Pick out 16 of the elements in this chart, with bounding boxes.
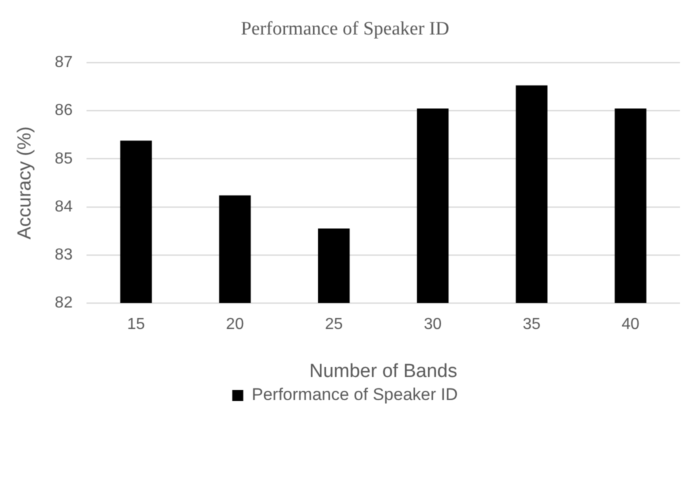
y-tick-label: 86 (54, 102, 73, 120)
y-tick-label: 82 (54, 294, 73, 312)
y-axis-title: Accuracy (%) (14, 126, 36, 240)
x-tick-label: 25 (324, 316, 343, 334)
x-tick-label: 15 (127, 316, 146, 334)
y-tick-label: 83 (54, 246, 73, 264)
y-tick-label: 85 (54, 150, 73, 168)
x-tick-label: 40 (622, 316, 640, 334)
y-tick-label: 87 (54, 54, 73, 72)
y-tick-label: 84 (54, 198, 73, 216)
legend-label: Performance of Speaker ID (252, 385, 458, 404)
x-tick-label: 20 (226, 316, 244, 334)
x-axis-title: Number of Bands (309, 360, 458, 382)
x-tick-label: 30 (424, 316, 442, 334)
x-tick-label: 35 (522, 316, 541, 334)
chart-title: Performance of Speaker ID (240, 18, 450, 40)
